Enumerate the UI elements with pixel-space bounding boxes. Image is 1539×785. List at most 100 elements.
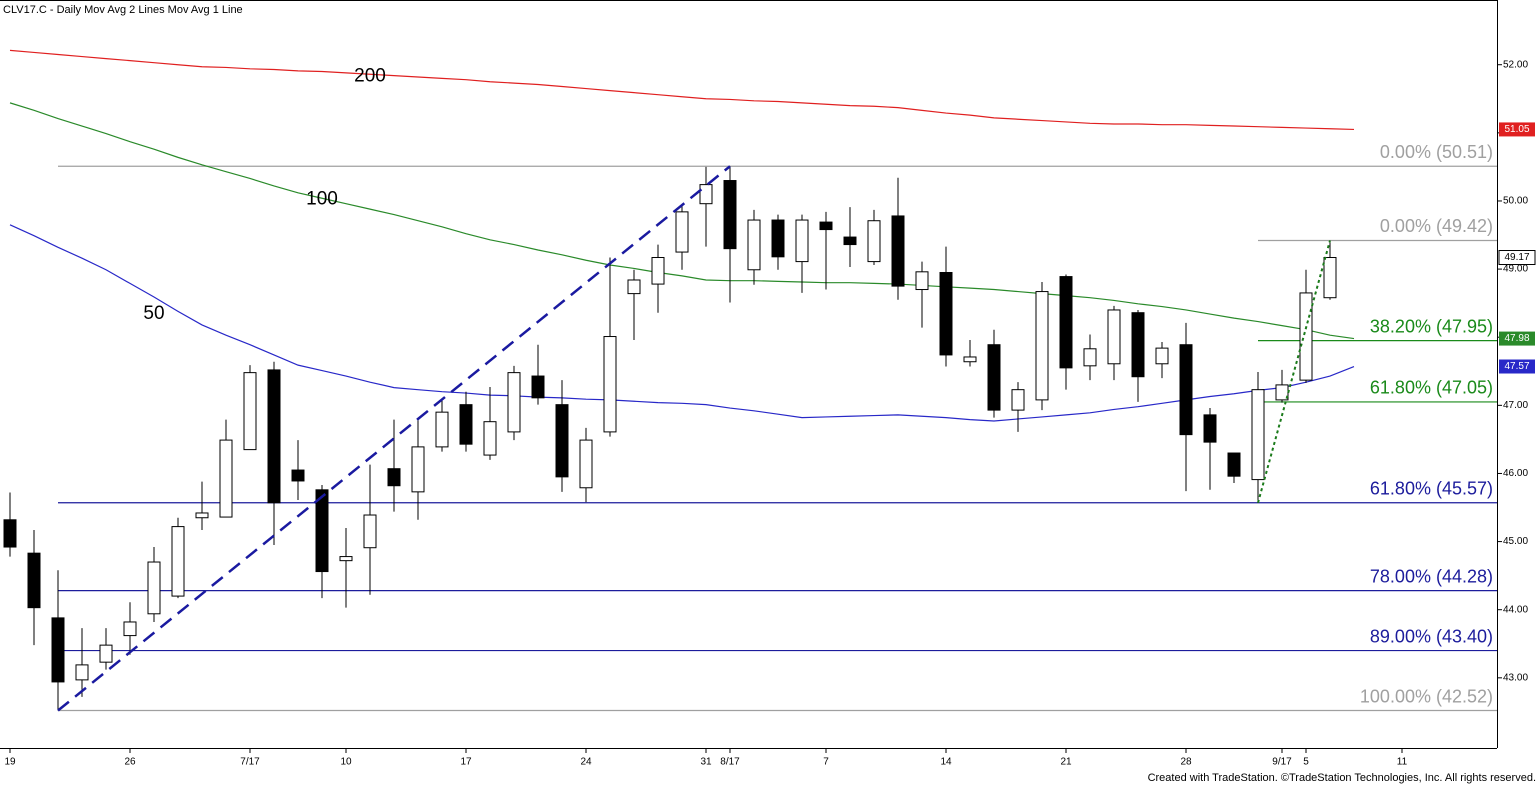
candle-body xyxy=(459,404,473,445)
candle-body xyxy=(795,219,809,263)
moving-average-line xyxy=(9,102,1355,340)
candle-body xyxy=(27,552,41,609)
fib-level-label: 0.00% (50.51) xyxy=(1380,142,1493,162)
price-tag xyxy=(1499,331,1535,346)
candle-body xyxy=(1179,344,1193,436)
price-tag-label: 51.05 xyxy=(1504,124,1529,135)
candle-body xyxy=(75,664,89,681)
candle-body xyxy=(1131,312,1145,378)
candle-body xyxy=(1083,348,1097,367)
candle-body xyxy=(147,561,161,615)
candle-body xyxy=(219,439,233,518)
candle-body xyxy=(267,369,281,504)
candle-body xyxy=(1059,276,1073,369)
x-tick-label: 21 xyxy=(1060,757,1072,768)
ma-label: 50 xyxy=(143,303,164,324)
x-tick-label: 7/17 xyxy=(240,757,260,768)
fib-level-label: 0.00% (49.42) xyxy=(1380,216,1493,236)
candle-body xyxy=(483,421,497,456)
x-tick-label: 14 xyxy=(940,757,952,768)
candle-body xyxy=(675,211,689,253)
x-tick-label: 9/17 xyxy=(1272,757,1292,768)
candle-body xyxy=(99,644,113,663)
price-tag-label: 47.98 xyxy=(1504,333,1529,344)
footer: Created with TradeStation. ©TradeStation… xyxy=(1148,772,1536,784)
y-tick-label: 47.00 xyxy=(1503,400,1528,411)
fib-level-label: 38.20% (47.95) xyxy=(1370,316,1493,336)
candle-body xyxy=(603,336,617,433)
candle-body xyxy=(1035,291,1049,401)
fib-level-label: 78.00% (44.28) xyxy=(1370,566,1493,586)
candle-body xyxy=(411,446,425,493)
candle-body xyxy=(867,220,881,263)
candle-body xyxy=(891,215,905,287)
x-tick-label: 28 xyxy=(1180,757,1192,768)
candle-body xyxy=(627,279,641,295)
x-tick-label: 11 xyxy=(1397,757,1408,768)
candle-body xyxy=(843,236,857,246)
candle-body xyxy=(123,621,137,637)
x-tick-label: 10 xyxy=(340,757,352,768)
x-tick-label: 7 xyxy=(823,757,829,768)
y-tick-label: 46.00 xyxy=(1503,468,1528,479)
candle-body xyxy=(1323,257,1337,299)
candle-body xyxy=(1299,292,1313,381)
y-tick-label: 44.00 xyxy=(1503,604,1528,615)
candle-body xyxy=(1203,414,1217,443)
x-tick-label: 24 xyxy=(580,757,592,768)
moving-average-line xyxy=(9,49,1355,131)
moving-average-line xyxy=(9,224,1355,422)
candle-body xyxy=(939,271,953,356)
fib-level-label: 100.00% (42.52) xyxy=(1360,686,1493,706)
y-tick-label: 52.00 xyxy=(1503,59,1528,70)
price-tag xyxy=(1498,250,1536,266)
candle-body xyxy=(723,180,737,250)
candle-body xyxy=(579,439,593,489)
price-tag xyxy=(1499,359,1535,374)
candle-body xyxy=(507,372,521,433)
candle-body xyxy=(3,519,17,548)
x-tick-label: 5 xyxy=(1303,757,1309,768)
candle-body xyxy=(819,221,833,231)
y-tick-label: 49.00 xyxy=(1503,264,1528,275)
candle-body xyxy=(435,411,449,448)
candle-body xyxy=(1251,389,1265,481)
fib-level-label: 89.00% (43.40) xyxy=(1370,626,1493,646)
candle-body xyxy=(651,257,665,285)
candle-body xyxy=(555,404,569,478)
candle-body xyxy=(291,469,305,482)
candle-body xyxy=(771,219,785,258)
candle-body xyxy=(315,489,329,573)
x-tick-label: 26 xyxy=(124,757,136,768)
candle-body xyxy=(243,372,257,451)
price-tag-label: 47.57 xyxy=(1504,361,1529,372)
ma-label: 200 xyxy=(354,65,386,86)
candle-body xyxy=(387,468,401,487)
candle-body xyxy=(1227,452,1241,477)
swing-trendline xyxy=(57,165,731,712)
candle-body xyxy=(339,556,353,562)
candle-body xyxy=(171,526,185,597)
ma-label: 100 xyxy=(306,188,338,209)
candle-body xyxy=(51,617,65,683)
y-tick-label: 50.00 xyxy=(1503,196,1528,207)
candle-body xyxy=(987,344,1001,411)
fib-level-label: 61.80% (47.05) xyxy=(1370,378,1493,398)
chart-title: CLV17.C - Daily Mov Avg 2 Lines Mov Avg … xyxy=(3,4,243,16)
candle-body xyxy=(1155,347,1169,365)
x-tick-label: 19 xyxy=(4,757,16,768)
y-tick-label: 43.00 xyxy=(1503,672,1528,683)
price-tag xyxy=(1499,122,1535,137)
x-tick-label: 17 xyxy=(460,757,472,768)
candle-body xyxy=(699,184,713,205)
candle-body xyxy=(747,219,761,271)
candle-body xyxy=(363,514,377,549)
candle-body xyxy=(1107,309,1121,365)
price-tag-label: 49.17 xyxy=(1504,252,1529,263)
candle-body xyxy=(1011,389,1025,411)
candle-body xyxy=(531,375,545,399)
candle-body xyxy=(195,512,209,519)
